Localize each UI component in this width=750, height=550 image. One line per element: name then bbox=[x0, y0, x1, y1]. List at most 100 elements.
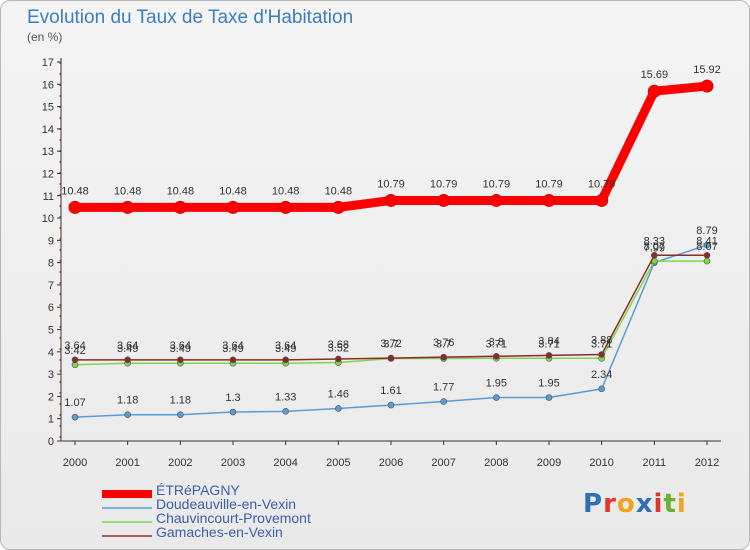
x-tick-label: 2004 bbox=[273, 457, 297, 469]
data-label-1: 1.3 bbox=[225, 392, 240, 404]
data-label-0: 10.79 bbox=[377, 178, 405, 190]
y-tick-label: 5 bbox=[48, 325, 54, 337]
chart-subtitle: (en %) bbox=[27, 30, 63, 44]
data-label-1: 1.07 bbox=[64, 397, 85, 409]
data-point-1 bbox=[71, 413, 79, 421]
logo-letter: P bbox=[583, 489, 604, 519]
y-tick-label: 0 bbox=[48, 436, 54, 448]
data-label-2: 3.7 bbox=[436, 339, 451, 351]
y-tick-label: 7 bbox=[48, 280, 54, 292]
data-point-1 bbox=[177, 411, 184, 418]
x-tick-label: 2000 bbox=[63, 457, 87, 469]
data-label-2: 3.71 bbox=[591, 338, 612, 350]
x-tick-label: 2010 bbox=[589, 457, 613, 469]
data-label-1: 7.99 bbox=[644, 243, 665, 255]
data-point-3 bbox=[282, 356, 289, 364]
legend-swatch-gamaches bbox=[102, 535, 152, 537]
data-label-3: 3.64 bbox=[222, 340, 243, 352]
data-label-3: 3.68 bbox=[328, 339, 349, 351]
data-point-3 bbox=[387, 354, 395, 362]
legend-label-chauvincourt: Chauvincourt-Provemont bbox=[156, 510, 311, 526]
data-label-2: 3.52 bbox=[328, 343, 349, 355]
y-tick-label: 8 bbox=[48, 258, 54, 270]
data-point-2 bbox=[703, 257, 711, 265]
data-point-0 bbox=[437, 193, 451, 207]
data-label-0: 10.79 bbox=[430, 178, 458, 190]
y-tick-label: 13 bbox=[42, 146, 54, 158]
legend-swatch-chauvincourt bbox=[102, 521, 152, 523]
data-label-3: 8.41 bbox=[696, 235, 717, 247]
data-label-3: 3.64 bbox=[170, 340, 191, 352]
data-label-1: 1.18 bbox=[117, 395, 138, 407]
data-point-0 bbox=[489, 193, 503, 207]
data-label-1: 2.34 bbox=[591, 369, 612, 381]
y-tick-label: 15 bbox=[42, 102, 54, 114]
data-label-0: 10.48 bbox=[325, 185, 353, 197]
y-tick-label: 14 bbox=[42, 124, 54, 136]
chart-title: Evolution du Taux de Taxe d'Habitation bbox=[27, 7, 354, 28]
data-label-2: 3.49 bbox=[275, 343, 296, 355]
data-point-3 bbox=[177, 356, 184, 364]
data-label-3: 3.72 bbox=[380, 338, 401, 350]
data-label-1: 1.18 bbox=[170, 395, 191, 407]
data-label-1: 1.61 bbox=[380, 385, 401, 397]
data-label-1: 1.46 bbox=[328, 388, 349, 400]
legend-label-doudeauville: Doudeauville-en-Vexin bbox=[156, 496, 297, 512]
data-label-0: 10.48 bbox=[114, 185, 142, 197]
data-label-0: 15.69 bbox=[641, 69, 669, 81]
data-point-3 bbox=[493, 352, 500, 360]
data-point-0 bbox=[331, 200, 345, 214]
data-point-3 bbox=[651, 251, 658, 259]
x-tick-label: 2007 bbox=[431, 457, 455, 469]
data-label-3: 3.76 bbox=[433, 337, 454, 349]
x-tick-label: 2003 bbox=[221, 457, 245, 469]
data-point-0 bbox=[68, 200, 82, 214]
data-point-0 bbox=[700, 79, 714, 93]
y-tick-label: 16 bbox=[42, 79, 54, 91]
data-label-2: 3.42 bbox=[64, 345, 85, 357]
legend-label-etrepagny: ÉTRéPAGNY bbox=[156, 482, 240, 498]
data-point-1 bbox=[124, 411, 131, 418]
data-point-0 bbox=[542, 193, 556, 207]
data-label-3: 8.33 bbox=[644, 235, 665, 247]
data-point-0 bbox=[647, 84, 661, 98]
y-tick-label: 2 bbox=[48, 391, 54, 403]
data-label-1: 1.95 bbox=[538, 378, 559, 390]
data-label-2: 3.49 bbox=[222, 343, 243, 355]
y-tick-label: 9 bbox=[48, 235, 54, 247]
data-point-1 bbox=[545, 394, 553, 401]
data-point-0 bbox=[384, 193, 398, 207]
data-label-1: 1.33 bbox=[275, 391, 296, 403]
proxiti-logo: Proxiti bbox=[583, 489, 687, 519]
data-label-2: 3.71 bbox=[538, 338, 559, 350]
data-label-2: 3.7 bbox=[383, 339, 398, 351]
data-point-1 bbox=[703, 241, 711, 249]
x-tick-label: 2006 bbox=[379, 457, 403, 469]
y-tick-label: 17 bbox=[42, 57, 54, 69]
data-point-3 bbox=[335, 355, 342, 363]
data-label-0: 10.48 bbox=[167, 185, 195, 197]
logo-letter: r bbox=[603, 489, 617, 519]
y-tick-label: 11 bbox=[43, 191, 54, 203]
logo-letter: o bbox=[616, 489, 636, 519]
data-label-3: 3.8 bbox=[489, 336, 504, 348]
data-label-0: 10.48 bbox=[219, 185, 247, 197]
data-point-0 bbox=[595, 193, 609, 207]
data-point-3 bbox=[229, 356, 237, 364]
logo-letter: i bbox=[653, 489, 664, 519]
logo-letter: x bbox=[635, 489, 654, 519]
data-label-3: 3.84 bbox=[538, 335, 559, 347]
data-point-1 bbox=[335, 405, 342, 412]
data-label-0: 10.48 bbox=[61, 185, 89, 197]
data-label-0: 15.92 bbox=[693, 64, 721, 76]
data-point-3 bbox=[703, 251, 711, 259]
data-label-2: 3.49 bbox=[117, 343, 138, 355]
data-point-1 bbox=[493, 394, 500, 401]
y-tick-label: 12 bbox=[42, 168, 54, 180]
data-label-2: 8.07 bbox=[696, 241, 717, 253]
y-tick-label: 3 bbox=[48, 369, 54, 381]
logo-letter: i bbox=[676, 489, 687, 519]
data-label-3: 3.88 bbox=[591, 334, 612, 346]
x-tick-label: 2011 bbox=[643, 457, 667, 469]
